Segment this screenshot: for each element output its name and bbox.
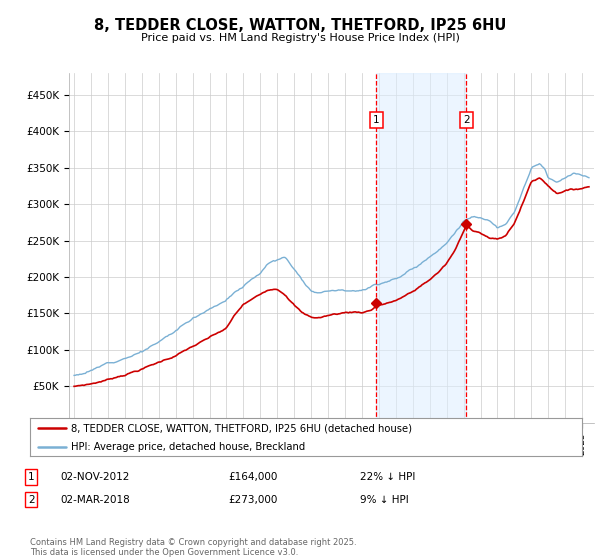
Text: 02-MAR-2018: 02-MAR-2018 [60, 494, 130, 505]
Text: 8, TEDDER CLOSE, WATTON, THETFORD, IP25 6HU: 8, TEDDER CLOSE, WATTON, THETFORD, IP25 … [94, 18, 506, 32]
Text: 2: 2 [463, 115, 470, 125]
Text: 1: 1 [373, 115, 380, 125]
Text: 2: 2 [28, 494, 35, 505]
Text: 02-NOV-2012: 02-NOV-2012 [60, 472, 130, 482]
Text: 1: 1 [28, 472, 35, 482]
Text: £273,000: £273,000 [228, 494, 277, 505]
Text: 9% ↓ HPI: 9% ↓ HPI [360, 494, 409, 505]
Text: £164,000: £164,000 [228, 472, 277, 482]
Text: Price paid vs. HM Land Registry's House Price Index (HPI): Price paid vs. HM Land Registry's House … [140, 32, 460, 43]
Text: HPI: Average price, detached house, Breckland: HPI: Average price, detached house, Brec… [71, 442, 305, 452]
Text: 8, TEDDER CLOSE, WATTON, THETFORD, IP25 6HU (detached house): 8, TEDDER CLOSE, WATTON, THETFORD, IP25 … [71, 423, 412, 433]
Text: 22% ↓ HPI: 22% ↓ HPI [360, 472, 415, 482]
Bar [376, 73, 466, 423]
Text: Contains HM Land Registry data © Crown copyright and database right 2025.
This d: Contains HM Land Registry data © Crown c… [30, 538, 356, 557]
